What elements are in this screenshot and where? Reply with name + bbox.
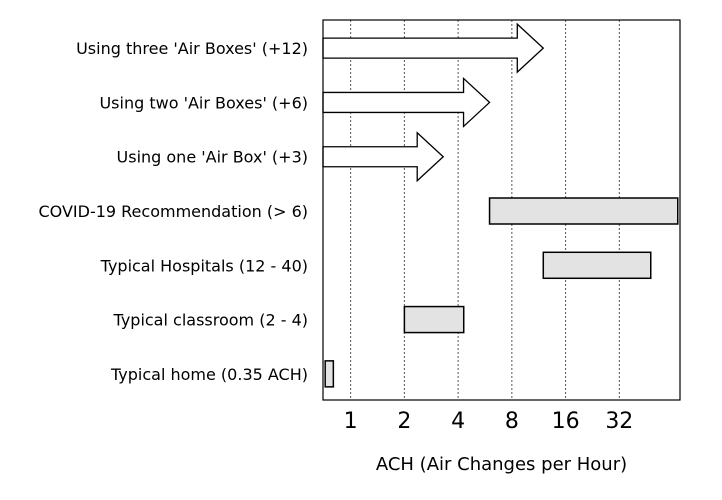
row-label: Using three 'Air Boxes' (+12) xyxy=(76,39,308,58)
x-axis-label: ACH (Air Changes per Hour) xyxy=(376,454,627,475)
range-bar xyxy=(324,360,335,388)
range-bar xyxy=(403,305,465,334)
x-tick-label: 4 xyxy=(451,409,465,434)
x-tick-label: 8 xyxy=(505,409,519,434)
arrow-bar xyxy=(322,131,445,183)
row-label: Typical Hospitals (12 - 40) xyxy=(100,256,308,275)
arrow-bar xyxy=(322,22,545,74)
arrow-bar xyxy=(322,76,491,128)
chart-marks xyxy=(322,22,679,388)
row-label: Using one 'Air Box' (+3) xyxy=(117,148,308,167)
plot-area-frame xyxy=(322,19,681,401)
x-tick-label: 32 xyxy=(605,409,633,434)
row-label: COVID-19 Recommendation (> 6) xyxy=(38,202,308,221)
row-labels: Using three 'Air Boxes' (+12) Using two '… xyxy=(38,39,308,384)
x-tick-label: 2 xyxy=(397,409,411,434)
row-label: Typical classroom (2 - 4) xyxy=(113,311,308,330)
x-tick-labels: 1 2 4 8 16 32 xyxy=(344,409,634,434)
range-bar xyxy=(488,197,679,225)
row-label: Using two 'Air Boxes' (+6) xyxy=(99,93,308,112)
x-tick-label: 16 xyxy=(552,409,580,434)
range-bar xyxy=(542,251,652,280)
x-tick-label: 1 xyxy=(344,409,358,434)
row-label: Typical home (0.35 ACH) xyxy=(110,365,308,384)
